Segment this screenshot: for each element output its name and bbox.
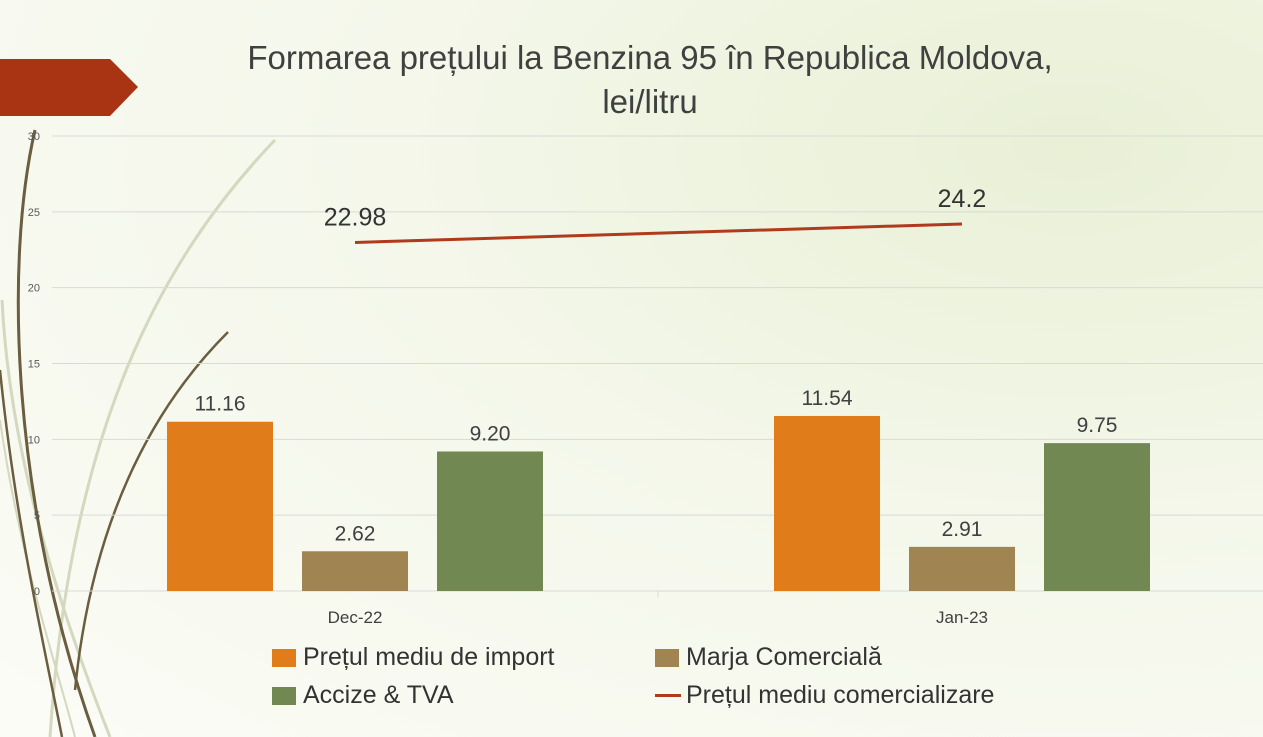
bar bbox=[774, 415, 880, 591]
legend-label-import: Prețul mediu de import bbox=[303, 643, 555, 671]
y-tick-label: 25 bbox=[28, 207, 40, 219]
bar bbox=[437, 451, 543, 591]
legend-label-margin: Marja Comercială bbox=[686, 643, 882, 671]
y-tick-label: 10 bbox=[28, 434, 40, 446]
chart-title-line-1: Formarea prețului la Benzina 95 în Repub… bbox=[247, 39, 1053, 76]
price-line bbox=[354, 222, 963, 244]
bar-value-label: 2.62 bbox=[335, 522, 376, 545]
legend-swatch-margin bbox=[655, 648, 679, 667]
y-tick-label: 20 bbox=[28, 283, 40, 295]
legend-swatch-excise bbox=[272, 686, 296, 705]
x-tick-label: Dec-22 bbox=[328, 608, 383, 627]
y-tick-label: 15 bbox=[28, 359, 40, 371]
legend-label-excise: Accize & TVA bbox=[303, 681, 454, 709]
bar bbox=[1044, 443, 1150, 591]
bar bbox=[302, 551, 408, 591]
y-tick-label: 30 bbox=[28, 131, 40, 143]
legend-item-import: Prețul mediu de import bbox=[272, 643, 555, 672]
y-axis: 0 5 10 15 20 25 30 bbox=[28, 131, 40, 598]
legend-item-margin: Marja Comercială bbox=[655, 643, 882, 672]
bar-value-label: 2.91 bbox=[942, 518, 983, 541]
line-value-label: 24.2 bbox=[938, 185, 987, 213]
bar-value-label: 11.54 bbox=[802, 387, 853, 410]
bar-value-label: 9.20 bbox=[470, 422, 511, 445]
y-tick-label: 0 bbox=[34, 586, 40, 598]
chart-title: Formarea prețului la Benzina 95 în Repub… bbox=[150, 36, 1150, 124]
y-tick-label: 5 bbox=[34, 510, 40, 522]
bars bbox=[167, 415, 1150, 591]
accent-arrow bbox=[0, 59, 138, 116]
data-labels: 11.16 2.62 9.20 11.54 2.91 9.75 22.98 24.2 bbox=[195, 185, 1118, 545]
bar-value-label: 9.75 bbox=[1077, 414, 1118, 437]
x-axis: Dec-22 Jan-23 bbox=[328, 608, 988, 627]
legend-item-retail: Prețul mediu comercializare bbox=[655, 681, 994, 710]
legend-swatch-retail bbox=[655, 694, 681, 697]
bar-value-label: 11.16 bbox=[195, 393, 246, 416]
bar bbox=[167, 421, 273, 591]
bar bbox=[909, 546, 1015, 591]
decorative-curves bbox=[0, 129, 277, 737]
line-value-label: 22.98 bbox=[324, 203, 387, 231]
chart-title-line-2: lei/litru bbox=[602, 83, 698, 120]
x-tick-label: Jan-23 bbox=[936, 608, 988, 627]
legend-swatch-import bbox=[272, 648, 296, 667]
line-series bbox=[354, 222, 963, 244]
legend-item-excise: Accize & TVA bbox=[272, 681, 454, 710]
legend-label-retail: Prețul mediu comercializare bbox=[686, 681, 995, 709]
